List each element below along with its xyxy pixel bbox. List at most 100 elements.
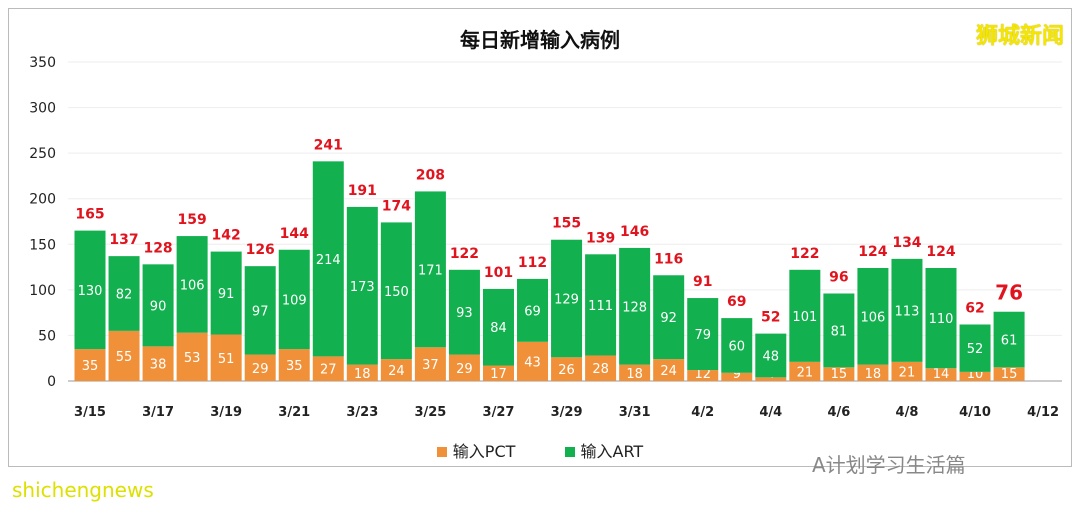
bar-pct xyxy=(891,361,923,381)
bar-value-label: 27 xyxy=(320,363,337,378)
total-label: 208 xyxy=(416,167,445,183)
legend: 输入PCT 输入ART xyxy=(0,438,1080,462)
bar-art xyxy=(312,161,344,357)
bar-value-label: 128 xyxy=(622,300,647,315)
bar-art xyxy=(653,275,685,360)
bar-value-label: 18 xyxy=(354,367,371,382)
total-label: 112 xyxy=(518,255,547,271)
total-label: 124 xyxy=(858,244,887,260)
y-tick-label: 0 xyxy=(47,374,56,390)
total-label: 155 xyxy=(552,216,581,232)
bar-value-label: 38 xyxy=(150,358,167,373)
total-label: 128 xyxy=(143,240,172,256)
bar-value-label: 24 xyxy=(660,364,677,379)
bar-value-label: 97 xyxy=(252,304,269,319)
bar-value-label: 15 xyxy=(831,367,848,382)
bar-chart: 0 50 100 150 200 250 300 350 35 130 165 55 82 137 38 90… xyxy=(29,55,1062,420)
bar-pct xyxy=(585,355,617,381)
bar-value-label: 26 xyxy=(558,363,575,378)
bar-art xyxy=(755,333,787,378)
total-label: 191 xyxy=(348,183,377,199)
total-label: 91 xyxy=(693,274,712,290)
x-tick-label: 3/21 xyxy=(278,405,310,420)
legend-item-pct: 输入PCT xyxy=(436,438,515,462)
bar-art xyxy=(857,267,889,365)
bar-art xyxy=(176,236,208,333)
total-label: 146 xyxy=(620,224,649,240)
bar-value-label: 91 xyxy=(218,287,235,302)
bar-value-label: 14 xyxy=(933,367,950,382)
bar-art xyxy=(74,230,106,350)
logo: 狮城新闻 xyxy=(975,24,1064,49)
wechat-watermark: A计划学习生活篇 xyxy=(812,453,966,477)
bar-pct xyxy=(993,367,1025,381)
bar-pct xyxy=(346,364,378,381)
bar-pct xyxy=(108,330,140,381)
bar-value-label: 60 xyxy=(728,339,745,354)
bar-value-label: 29 xyxy=(252,362,269,377)
bar-art xyxy=(891,258,923,362)
x-tick-label: 3/17 xyxy=(142,405,174,420)
total-label: 76 xyxy=(995,281,1023,305)
chart-frame xyxy=(8,8,1072,467)
x-tick-label: 3/23 xyxy=(346,405,378,420)
bar-value-label: 130 xyxy=(78,284,103,299)
x-tick-label: 4/10 xyxy=(959,405,991,420)
bar-pct xyxy=(789,361,821,381)
x-tick-label: 3/25 xyxy=(414,405,446,420)
total-label: 134 xyxy=(892,235,921,251)
bar-value-label: 35 xyxy=(82,359,99,374)
bar-art xyxy=(721,318,753,373)
bar-value-label: 29 xyxy=(456,362,473,377)
bar-value-label: 82 xyxy=(116,288,133,303)
legend-label: 输入ART xyxy=(580,442,644,461)
total-label: 241 xyxy=(314,137,343,153)
total-label: 165 xyxy=(75,207,104,223)
bar-pct xyxy=(959,371,991,381)
bar-value-label: 84 xyxy=(490,321,507,336)
total-label: 101 xyxy=(484,265,513,281)
bar-art xyxy=(482,288,514,366)
bar-value-label: 109 xyxy=(282,293,307,308)
x-tick-label: 4/8 xyxy=(896,405,919,420)
y-tick-label: 100 xyxy=(29,283,56,299)
bar-value-label: 35 xyxy=(286,359,303,374)
bar-value-label: 173 xyxy=(350,280,375,295)
x-tick-label: 4/12 xyxy=(1027,405,1059,420)
bar-pct xyxy=(278,349,310,381)
bar-value-label: 106 xyxy=(861,310,886,325)
bar-art xyxy=(210,251,242,335)
bar-pct xyxy=(755,377,787,381)
bar-value-label: 18 xyxy=(626,367,643,382)
bar-art xyxy=(448,269,480,355)
bar-art xyxy=(517,278,549,342)
bar-pct xyxy=(448,354,480,381)
bar-value-label: 106 xyxy=(180,278,205,293)
bar-value-label: 43 xyxy=(524,355,541,370)
bar-art xyxy=(993,311,1025,368)
bar-value-label: 48 xyxy=(763,349,780,364)
bar-pct xyxy=(142,346,174,381)
bar-value-label: 21 xyxy=(797,365,814,380)
bar-art xyxy=(346,206,378,365)
bar-value-label: 110 xyxy=(929,312,954,327)
bar-pct xyxy=(176,332,208,381)
total-label: 174 xyxy=(382,198,411,214)
bar-value-label: 150 xyxy=(384,285,409,300)
bar-value-label: 111 xyxy=(588,299,613,314)
total-label: 159 xyxy=(178,212,207,228)
bar-art xyxy=(278,249,310,350)
bar-value-label: 53 xyxy=(184,351,201,366)
legend-swatch xyxy=(436,447,447,457)
bar-pct xyxy=(244,354,276,381)
bar-pct xyxy=(619,364,651,381)
bar-value-label: 92 xyxy=(660,311,677,326)
bar-art xyxy=(108,256,140,331)
bar-pct xyxy=(74,349,106,381)
bar-pct xyxy=(210,334,242,381)
bar-value-label: 113 xyxy=(895,304,920,319)
bar-value-label: 17 xyxy=(490,367,507,382)
total-label: 137 xyxy=(109,232,138,248)
bar-art xyxy=(687,298,719,371)
bar-value-label: 81 xyxy=(831,324,848,339)
